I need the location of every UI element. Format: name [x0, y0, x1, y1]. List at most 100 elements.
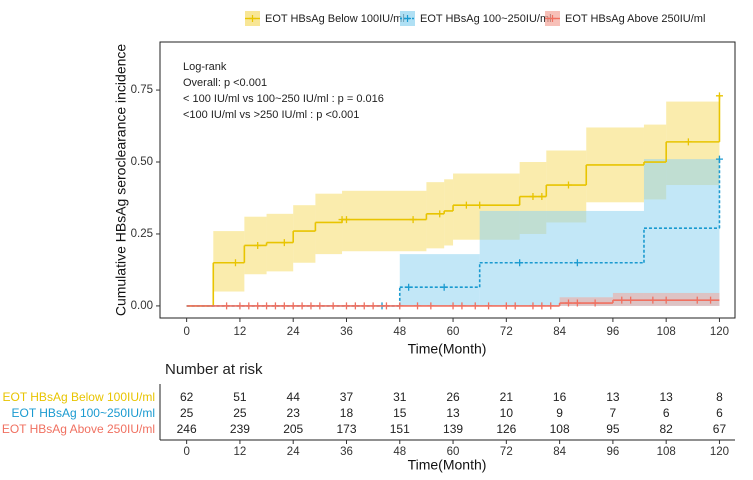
risk-x-tick-label: 48	[393, 446, 406, 458]
risk-count: 26	[446, 390, 460, 404]
censor-mark	[516, 259, 524, 267]
risk-count: 13	[659, 390, 673, 404]
risk-count: 151	[390, 422, 410, 436]
legend-label: EOT HBsAg Below 100IU/ml	[265, 13, 405, 25]
y-tick-label: 0.00	[131, 300, 153, 312]
risk-x-tick-label: 84	[553, 446, 566, 458]
x-axis-title: Time(Month)	[408, 341, 487, 357]
risk-x-tick-label: 12	[234, 446, 247, 458]
censor-mark	[564, 299, 572, 307]
censor-mark	[271, 302, 279, 310]
censor-mark	[396, 302, 404, 310]
censor-mark	[342, 302, 350, 310]
risk-count: 6	[716, 406, 723, 420]
censor-mark	[449, 302, 457, 310]
censor-mark	[529, 302, 537, 310]
censor-mark	[409, 216, 417, 224]
censor-mark	[511, 302, 519, 310]
annotation: <100 IU/ml vs >250 IU/ml : p <0.001	[183, 109, 359, 121]
censor-mark	[684, 138, 692, 146]
censor-mark	[254, 241, 262, 249]
x-tick-label: 48	[393, 326, 406, 338]
risk-x-tick-label: 0	[183, 446, 189, 458]
censor-mark	[298, 302, 306, 310]
x-tick-label: 108	[657, 326, 676, 338]
x-tick-label: 84	[553, 326, 566, 338]
risk-count: 37	[340, 390, 354, 404]
risk-count: 13	[446, 406, 460, 420]
legend-key-cross	[404, 15, 411, 22]
confidence-band	[559, 297, 613, 306]
risk-count: 15	[393, 406, 407, 420]
plot-border	[159, 41, 736, 319]
risk-table-title: Number at risk	[165, 361, 263, 378]
confidence-band	[293, 205, 316, 263]
x-tick-label: 72	[500, 326, 513, 338]
risk-row-label: EOT HBsAg 100~250IU/ml	[11, 406, 155, 420]
legend-key-cross	[549, 15, 556, 22]
x-tick-label: 120	[710, 326, 729, 338]
y-tick-label: 0.75	[131, 84, 153, 96]
confidence-band	[479, 210, 644, 306]
risk-count: 246	[177, 422, 197, 436]
censor-mark	[471, 302, 479, 310]
risk-count: 23	[287, 406, 301, 420]
censor-mark	[280, 239, 288, 247]
risk-count: 82	[659, 422, 673, 436]
risk-count: 108	[550, 422, 570, 436]
censor-mark	[254, 302, 262, 310]
censor-mark	[649, 296, 657, 304]
x-tick-label: 0	[183, 326, 189, 338]
y-tick-label: 0.25	[131, 228, 153, 240]
risk-count: 25	[180, 406, 194, 420]
legend-label: EOT HBsAg 100~250IU/ml	[420, 13, 552, 25]
risk-count: 6	[663, 406, 670, 420]
censor-mark	[223, 302, 231, 310]
censor-mark	[547, 302, 555, 310]
censor-mark	[538, 193, 546, 201]
censor-mark	[436, 210, 444, 218]
risk-count: 10	[500, 406, 514, 420]
risk-count: 44	[287, 390, 301, 404]
confidence-band	[342, 190, 427, 252]
censor-mark	[627, 296, 635, 304]
risk-count: 16	[553, 390, 567, 404]
confidence-band	[213, 231, 245, 292]
censor-mark	[485, 302, 493, 310]
risk-count: 25	[233, 406, 247, 420]
risk-count: 126	[496, 422, 516, 436]
risk-x-tick-label: 108	[657, 446, 676, 458]
censor-mark	[382, 302, 390, 310]
censor-mark	[502, 302, 510, 310]
censor-mark	[618, 296, 626, 304]
risk-count: 31	[393, 390, 407, 404]
censor-mark	[329, 302, 337, 310]
risk-count: 173	[336, 422, 356, 436]
risk-x-axis-title: Time(Month)	[408, 457, 487, 473]
censor-mark	[236, 302, 244, 310]
risk-count: 18	[340, 406, 354, 420]
censor-mark	[342, 216, 350, 224]
censor-mark	[405, 283, 413, 291]
risk-count: 62	[180, 390, 194, 404]
confidence-band	[315, 193, 343, 255]
censor-mark	[280, 302, 288, 310]
censor-mark	[662, 296, 670, 304]
confidence-band	[546, 150, 587, 223]
risk-count: 239	[230, 422, 250, 436]
censor-mark	[476, 201, 484, 209]
annotation: < 100 IU/ml vs 100~250 IU/ml : p = 0.016	[183, 93, 384, 105]
risk-row-label: EOT HBsAg Above 250IU/ml	[2, 422, 155, 436]
annotation: Overall: p <0.001	[183, 77, 267, 89]
risk-x-tick-label: 36	[340, 446, 353, 458]
x-tick-label: 24	[287, 326, 300, 338]
censor-mark	[414, 302, 422, 310]
legend-key-cross	[249, 15, 256, 22]
censor-mark	[440, 283, 448, 291]
confidence-band	[643, 159, 720, 306]
risk-count: 139	[443, 422, 463, 436]
risk-row-label: EOT HBsAg Below 100IU/ml	[2, 390, 155, 404]
censor-mark	[538, 302, 546, 310]
risk-count: 8	[716, 390, 723, 404]
confidence-band	[426, 182, 445, 249]
